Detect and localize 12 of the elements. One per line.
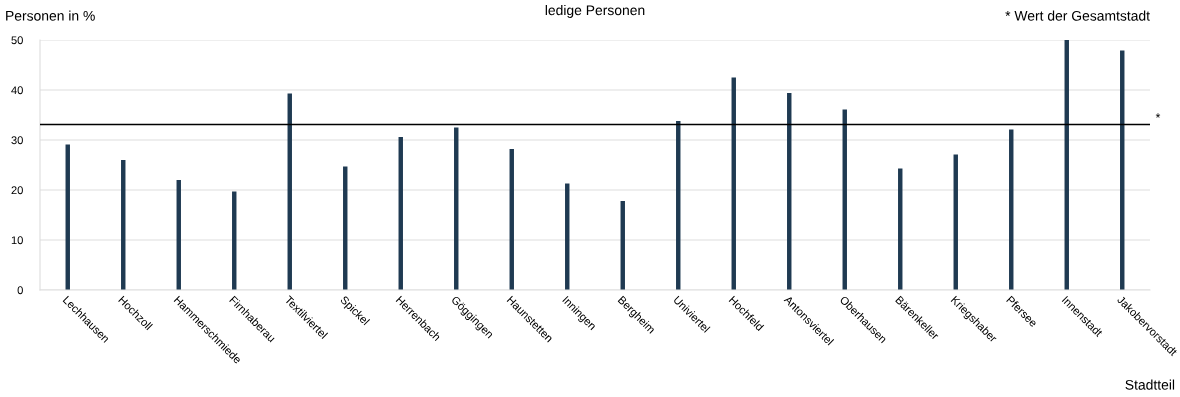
y-tick-label: 30 — [11, 136, 23, 145]
y-tick-label: 40 — [11, 86, 23, 95]
ref-line-label: * — [1155, 113, 1161, 118]
y-tick-label: 0 — [17, 286, 23, 295]
text: * Wert der Gesamtstadt — [1005, 10, 1150, 21]
y-tick-label: 10 — [11, 236, 23, 245]
y-axis-title: Personen in % — [6, 10, 95, 21]
bar — [398, 137, 403, 290]
y-tick-label: 50 — [11, 36, 23, 45]
chart-title: ledige Personen — [545, 4, 645, 18]
x-axis-title: Stadtteil — [1125, 379, 1175, 390]
y-tick-label: 20 — [11, 186, 23, 195]
